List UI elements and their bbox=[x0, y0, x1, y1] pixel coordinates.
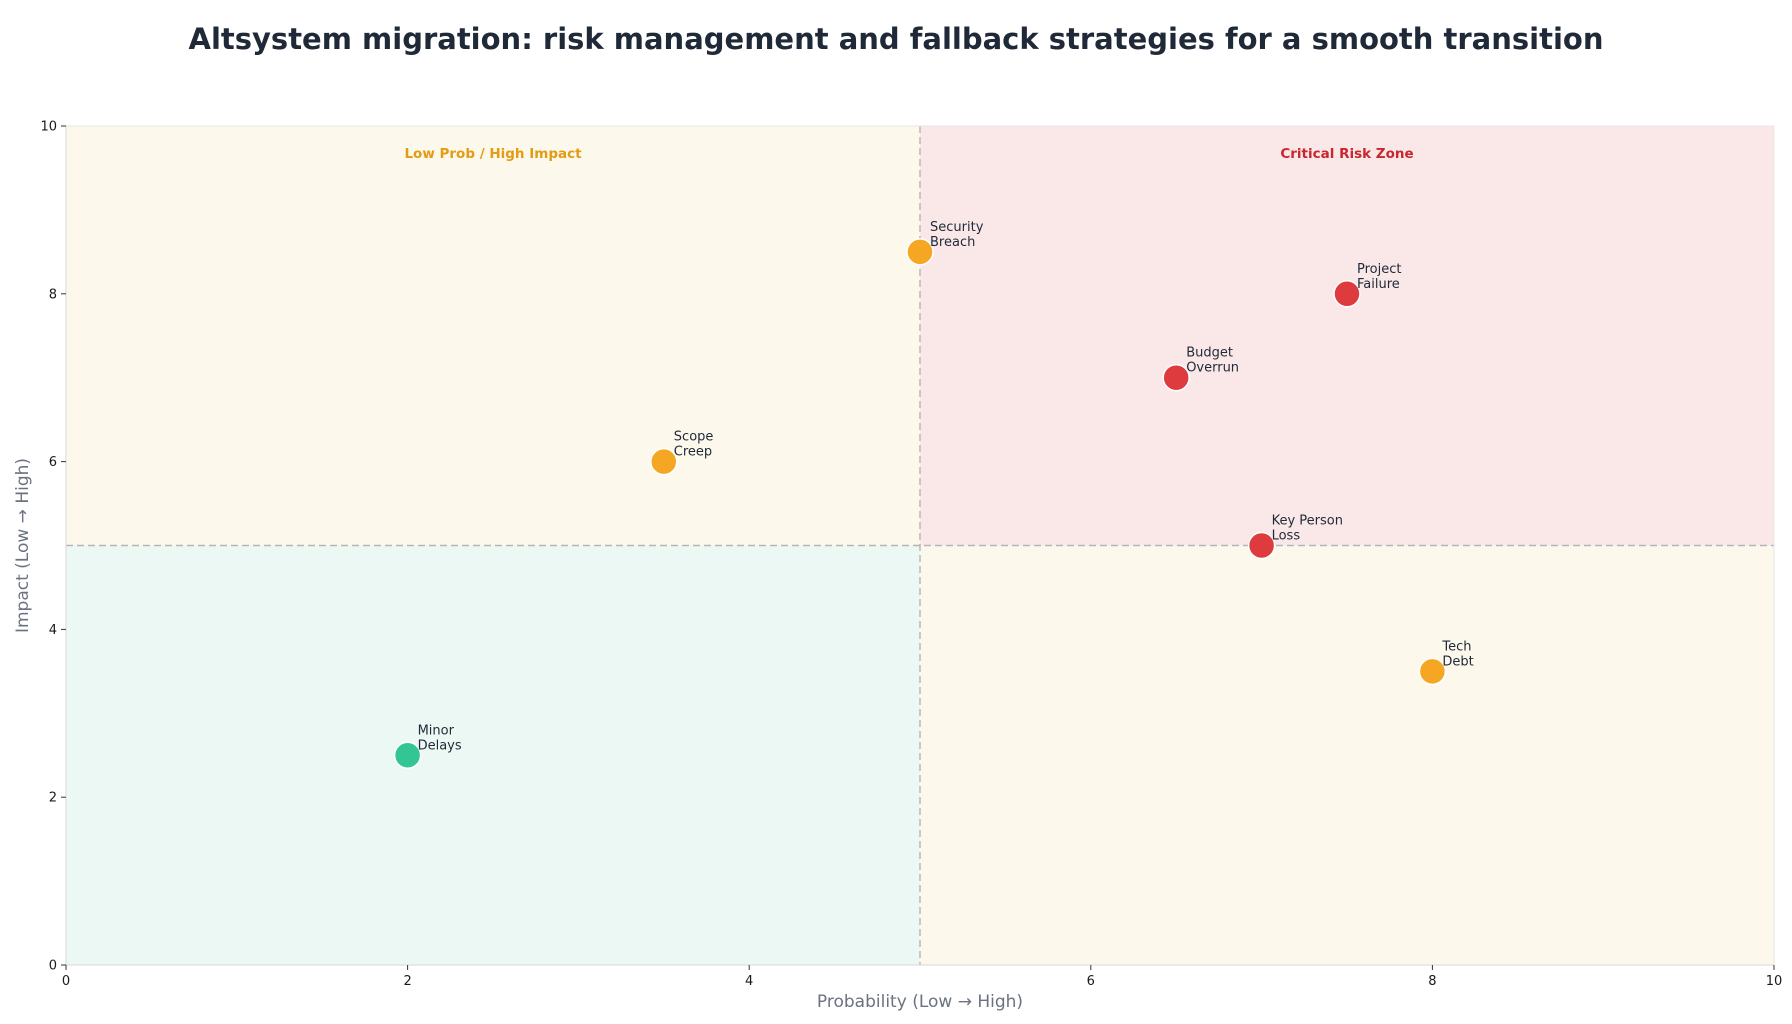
quadrant-label-critical: Critical Risk Zone bbox=[1280, 146, 1413, 162]
x-tick-label: 2 bbox=[403, 974, 411, 989]
risk-point-label-line: Creep bbox=[674, 445, 712, 460]
risk-point-label-line: Breach bbox=[930, 235, 975, 250]
risk-point[interactable] bbox=[650, 447, 678, 476]
risk-point-label-line: Delays bbox=[418, 738, 462, 753]
risk-point-label-line: Scope bbox=[674, 430, 714, 445]
risk-point-label: Minor Delays bbox=[418, 723, 462, 753]
x-tick-label: 10 bbox=[1766, 974, 1783, 989]
risk-point-label: Key Person Loss bbox=[1272, 514, 1343, 544]
risk-point-label-line: Failure bbox=[1357, 277, 1400, 292]
risk-point-label: Project Failure bbox=[1357, 262, 1401, 292]
risk-point[interactable] bbox=[393, 741, 422, 769]
quadrant-low-low bbox=[66, 545, 920, 965]
risk-point-label-line: Debt bbox=[1442, 654, 1473, 669]
x-axis-label: Probability (Low → High) bbox=[817, 992, 1023, 1012]
risk-point[interactable] bbox=[1162, 363, 1190, 392]
quadrant-critical bbox=[920, 126, 1774, 546]
risk-point[interactable] bbox=[1247, 531, 1276, 560]
x-tick-label: 0 bbox=[62, 974, 70, 989]
quadrant-high-prob-low-impact bbox=[920, 545, 1774, 965]
risk-point-label-line: Overrun bbox=[1186, 361, 1239, 376]
risk-point-label: Security Breach bbox=[930, 220, 984, 250]
x-tick-label: 4 bbox=[745, 974, 753, 989]
risk-point-label-line: Loss bbox=[1272, 529, 1301, 544]
x-tick-label: 6 bbox=[1087, 974, 1095, 989]
y-tick-label: 6 bbox=[49, 455, 57, 470]
risk-point-label-line: Project bbox=[1357, 262, 1401, 277]
risk-point[interactable] bbox=[1333, 280, 1361, 308]
quadrant-label-low-prob-high-impact: Low Prob / High Impact bbox=[404, 146, 582, 162]
risk-point-label: Budget Overrun bbox=[1186, 346, 1239, 376]
risk-point-label-line: Budget bbox=[1186, 346, 1233, 361]
x-tick-label: 8 bbox=[1428, 974, 1436, 989]
risk-point[interactable] bbox=[1418, 657, 1447, 686]
y-tick-label: 2 bbox=[49, 791, 57, 806]
risk-point-label-line: Security bbox=[930, 220, 984, 235]
y-tick-label: 4 bbox=[49, 623, 57, 638]
risk-point-label-line: Minor bbox=[418, 723, 455, 738]
y-tick-label: 0 bbox=[49, 959, 57, 974]
chart-title: Altsystem migration: risk management and… bbox=[188, 22, 1604, 56]
y-axis-label: Impact (Low → High) bbox=[13, 458, 33, 633]
risk-point[interactable] bbox=[906, 238, 934, 266]
risk-point-label-line: Key Person bbox=[1272, 514, 1343, 529]
risk-point-label-line: Tech bbox=[1441, 639, 1471, 654]
quadrant-low-prob-high-impact bbox=[66, 126, 920, 546]
risk-point-label: Tech Debt bbox=[1441, 639, 1473, 669]
y-tick-label: 10 bbox=[40, 120, 57, 135]
risk-point-label: Scope Creep bbox=[674, 430, 714, 460]
y-tick-label: 8 bbox=[49, 287, 57, 302]
